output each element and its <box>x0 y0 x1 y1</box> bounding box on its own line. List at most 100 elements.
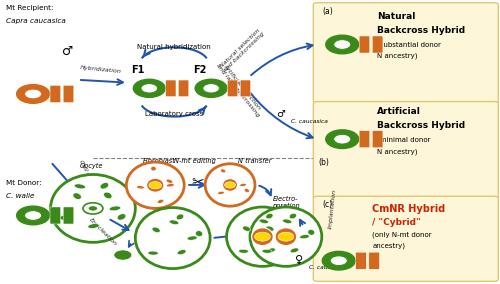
Ellipse shape <box>148 251 158 255</box>
Ellipse shape <box>262 249 272 253</box>
Text: C. walie: C. walie <box>6 193 34 199</box>
Ellipse shape <box>240 183 246 186</box>
Text: (substantial donor: (substantial donor <box>377 42 441 48</box>
Text: Fibroblast: Fibroblast <box>143 158 176 164</box>
Ellipse shape <box>244 189 250 192</box>
FancyBboxPatch shape <box>372 36 383 53</box>
Ellipse shape <box>126 162 184 208</box>
Ellipse shape <box>238 249 248 253</box>
Text: C. caucasica: C. caucasica <box>291 119 328 124</box>
Ellipse shape <box>109 206 120 211</box>
FancyBboxPatch shape <box>166 80 176 97</box>
Circle shape <box>224 182 235 188</box>
Circle shape <box>134 79 165 97</box>
Ellipse shape <box>196 231 202 237</box>
Ellipse shape <box>250 207 322 266</box>
Ellipse shape <box>226 207 298 266</box>
Circle shape <box>195 79 227 97</box>
Text: Backcross Hybrid: Backcross Hybrid <box>377 121 466 130</box>
Ellipse shape <box>166 179 172 183</box>
Ellipse shape <box>205 164 255 206</box>
Text: ancestry): ancestry) <box>372 243 405 249</box>
Circle shape <box>114 250 132 260</box>
Ellipse shape <box>151 166 156 171</box>
Ellipse shape <box>158 199 164 203</box>
Ellipse shape <box>267 248 276 253</box>
Ellipse shape <box>242 226 250 231</box>
Ellipse shape <box>222 179 238 191</box>
Text: (c): (c) <box>322 200 332 209</box>
Ellipse shape <box>117 214 126 220</box>
Text: Hybridization: Hybridization <box>80 65 122 74</box>
FancyBboxPatch shape <box>372 131 383 148</box>
Circle shape <box>326 130 358 149</box>
Ellipse shape <box>220 169 226 173</box>
Circle shape <box>24 211 42 220</box>
Text: (minimal donor: (minimal donor <box>377 137 430 143</box>
Text: Natural hybridization: Natural hybridization <box>138 44 211 50</box>
Text: Natural selection
and backcrossing: Natural selection and backcrossing <box>218 27 266 73</box>
Ellipse shape <box>276 235 286 239</box>
Circle shape <box>278 232 294 241</box>
FancyBboxPatch shape <box>314 3 498 103</box>
Text: (b): (b) <box>319 158 330 167</box>
Text: ✂: ✂ <box>192 176 204 191</box>
Text: C. caucasica: C. caucasica <box>309 265 346 270</box>
Ellipse shape <box>218 191 224 194</box>
Text: CmNR Hybrid: CmNR Hybrid <box>372 204 446 214</box>
Circle shape <box>254 232 270 241</box>
Text: ♂: ♂ <box>62 45 74 58</box>
FancyBboxPatch shape <box>369 252 380 269</box>
Ellipse shape <box>73 193 82 199</box>
FancyBboxPatch shape <box>63 85 74 103</box>
FancyBboxPatch shape <box>178 80 188 97</box>
Ellipse shape <box>104 192 112 199</box>
Text: (a): (a) <box>322 7 333 16</box>
Ellipse shape <box>187 236 197 240</box>
Text: Cell culture: Cell culture <box>78 159 98 193</box>
Ellipse shape <box>169 220 179 225</box>
Ellipse shape <box>308 229 314 235</box>
Circle shape <box>141 83 158 93</box>
Text: Mt Recipient:: Mt Recipient: <box>6 5 53 11</box>
Ellipse shape <box>282 219 292 224</box>
Circle shape <box>24 89 42 99</box>
Text: F1: F1 <box>131 65 144 75</box>
Text: ♂: ♂ <box>276 109 285 119</box>
Circle shape <box>16 85 50 103</box>
FancyBboxPatch shape <box>314 102 498 199</box>
Circle shape <box>203 83 220 93</box>
Circle shape <box>330 256 347 266</box>
Ellipse shape <box>259 219 268 224</box>
Text: Mt Donor:: Mt Donor: <box>6 180 42 186</box>
Text: F2: F2 <box>194 65 207 75</box>
Text: Laboratory cross: Laboratory cross <box>145 111 204 117</box>
Text: Backcross Hybrid: Backcross Hybrid <box>377 26 466 35</box>
Text: Capra caucasica: Capra caucasica <box>6 18 66 24</box>
Circle shape <box>326 35 358 54</box>
Text: / "Cybrid": / "Cybrid" <box>372 218 421 227</box>
Circle shape <box>322 251 355 270</box>
Ellipse shape <box>266 226 274 231</box>
Ellipse shape <box>252 228 273 246</box>
Text: ♀: ♀ <box>295 255 303 265</box>
Ellipse shape <box>136 186 144 189</box>
Text: Implantation: Implantation <box>328 188 338 229</box>
Text: Artificial: Artificial <box>377 107 421 116</box>
Ellipse shape <box>88 224 100 228</box>
Ellipse shape <box>166 184 174 187</box>
Text: N transfer: N transfer <box>238 158 272 164</box>
FancyBboxPatch shape <box>314 196 498 281</box>
Ellipse shape <box>146 178 164 192</box>
Ellipse shape <box>177 250 186 255</box>
Circle shape <box>83 203 103 214</box>
Ellipse shape <box>300 235 310 239</box>
Text: N ancestry): N ancestry) <box>377 53 418 59</box>
Ellipse shape <box>136 208 210 269</box>
Text: (only N-mt donor: (only N-mt donor <box>372 231 432 238</box>
FancyBboxPatch shape <box>359 131 370 148</box>
Ellipse shape <box>284 229 291 235</box>
FancyBboxPatch shape <box>50 207 60 224</box>
Ellipse shape <box>290 248 299 253</box>
FancyBboxPatch shape <box>356 252 366 269</box>
